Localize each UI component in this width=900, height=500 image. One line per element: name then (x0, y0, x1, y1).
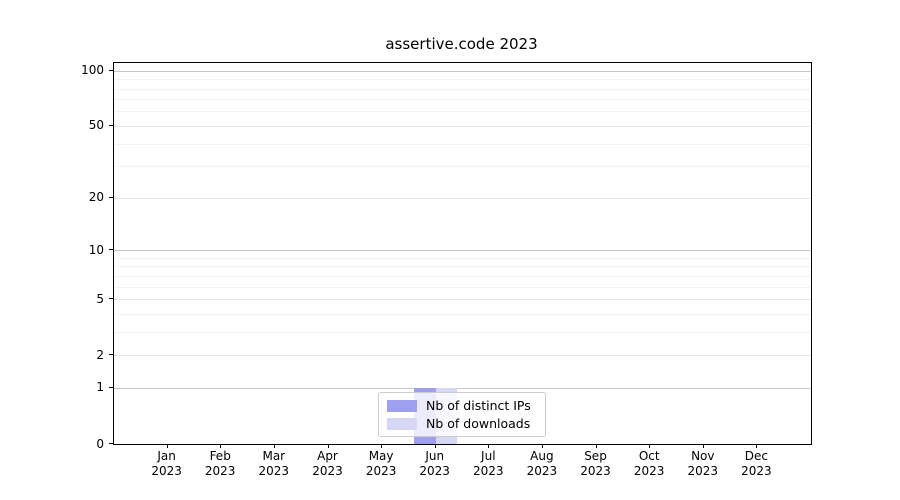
plot-area: Nb of distinct IPs Nb of downloads (113, 62, 812, 445)
y-tick-label: 1 (96, 380, 104, 395)
x-tick-month: May (368, 449, 394, 463)
x-tick-month: Apr (317, 449, 338, 463)
x-tick-mark (327, 444, 329, 448)
y-tick-mark (109, 249, 113, 250)
gridline-minor (114, 275, 811, 277)
x-tick-month: Nov (691, 449, 715, 463)
legend-item-downloads: Nb of downloads (387, 416, 537, 431)
x-tick-year: 2023 (312, 464, 343, 478)
x-tick-mark (381, 444, 383, 448)
gridline-minor (114, 313, 811, 315)
y-tick-mark (109, 386, 113, 388)
x-tick-month: Dec (744, 449, 768, 463)
gridline-major (114, 250, 811, 251)
x-tick-mark (756, 444, 758, 448)
y-tick-label: 20 (88, 190, 104, 205)
x-tick-month: Jul (481, 449, 496, 463)
gridline-major (114, 387, 811, 389)
gridline-minor (114, 99, 811, 101)
legend-swatch-downloads (387, 417, 417, 430)
y-tick-mark (109, 443, 113, 444)
y-tick-mark (109, 298, 113, 299)
x-tick-month: Jan (157, 449, 176, 463)
y-tick-mark (109, 124, 113, 126)
x-tick-year: 2023 (151, 464, 182, 478)
y-tick-label: 10 (88, 242, 104, 257)
chart-title: assertive.code 2023 (385, 35, 538, 53)
x-tick-label: Dec 2023 (726, 449, 786, 479)
legend-item-distinct-ips: Nb of distinct IPs (387, 398, 537, 413)
x-tick-mark (541, 444, 543, 448)
gridline-major (114, 197, 811, 199)
gridline-major (114, 299, 811, 300)
gridline-minor (114, 88, 811, 90)
x-tick-year: 2023 (580, 464, 611, 478)
x-tick-label: Nov 2023 (673, 449, 733, 479)
x-tick-mark (273, 444, 275, 448)
legend-label-downloads: Nb of downloads (426, 416, 531, 431)
y-tick-label: 0 (96, 436, 104, 451)
y-tick-label: 2 (96, 347, 104, 362)
legend-label-distinct-ips: Nb of distinct IPs (426, 398, 531, 413)
x-tick-mark (220, 444, 222, 448)
y-tick-mark (109, 354, 113, 356)
y-tick-label: 50 (88, 118, 104, 133)
x-tick-year: 2023 (633, 464, 665, 478)
x-tick-year: 2023 (204, 464, 236, 478)
x-tick-label: Oct 2023 (619, 449, 679, 479)
x-tick-year: 2023 (687, 464, 719, 478)
gridline-minor (114, 111, 811, 113)
gridline-minor (114, 143, 811, 145)
legend: Nb of distinct IPs Nb of downloads (378, 392, 546, 437)
x-tick-mark (649, 444, 651, 448)
x-tick-year: 2023 (473, 464, 504, 478)
x-tick-year: 2023 (526, 464, 558, 478)
y-tick-mark (109, 196, 113, 198)
x-tick-year: 2023 (365, 464, 397, 478)
x-tick-label: Jul 2023 (458, 449, 518, 479)
gridline-minor (114, 266, 811, 268)
x-tick-label: Aug 2023 (512, 449, 572, 479)
x-tick-label: Jan 2023 (137, 449, 197, 479)
x-tick-month: Feb (209, 449, 231, 463)
x-tick-label: Mar 2023 (244, 449, 304, 479)
gridline-minor (114, 331, 811, 333)
y-tick-label: 100 (81, 63, 104, 78)
x-tick-mark (166, 444, 168, 448)
x-tick-label: Feb 2023 (190, 449, 250, 479)
y-tick-mark (109, 69, 113, 71)
x-tick-year: 2023 (741, 464, 772, 478)
gridline-minor (114, 257, 811, 259)
x-tick-month: Jun (425, 449, 445, 463)
x-tick-month: Aug (530, 449, 554, 463)
x-tick-year: 2023 (258, 464, 290, 478)
x-tick-label: Sep 2023 (566, 449, 626, 479)
gridline-minor (114, 79, 811, 81)
x-tick-month: Mar (262, 449, 286, 463)
x-tick-label: May 2023 (351, 449, 411, 479)
x-tick-mark (434, 444, 436, 448)
x-tick-label: Apr 2023 (298, 449, 358, 479)
x-tick-month: Oct (638, 449, 660, 463)
gridline-major (114, 70, 811, 72)
gridline-major (114, 125, 811, 127)
y-tick-label: 5 (96, 291, 104, 306)
x-tick-mark (488, 444, 490, 448)
x-tick-mark (702, 444, 704, 448)
x-tick-mark (595, 444, 597, 448)
gridline-minor (114, 166, 811, 168)
x-tick-label: Jun 2023 (405, 449, 465, 479)
legend-swatch-distinct-ips (387, 399, 417, 412)
x-tick-month: Sep (584, 449, 607, 463)
gridline-minor (114, 286, 811, 288)
x-tick-year: 2023 (419, 464, 450, 478)
gridline-major (114, 355, 811, 357)
